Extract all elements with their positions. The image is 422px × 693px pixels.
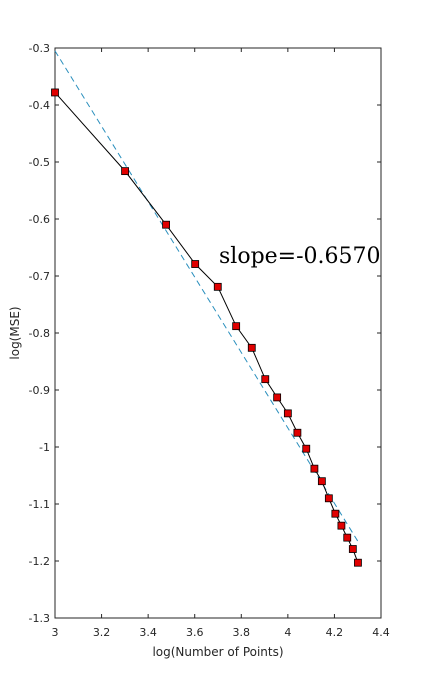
slope-annotation: slope=-0.6570 (219, 244, 381, 269)
y-tick-label: -1 (39, 441, 50, 454)
data-point-marker (310, 464, 319, 473)
x-tick-label: 4.2 (326, 626, 344, 639)
data-point-marker (213, 282, 222, 291)
x-axis: 3 3.2 3.4 3.6 3.8 4 4.2 4.4 (52, 48, 390, 639)
x-axis-title: log(Number of Points) (152, 645, 283, 659)
data-point-marker (337, 521, 346, 530)
data-point-marker (232, 322, 241, 331)
marker-layer (51, 88, 362, 567)
data-point-marker (121, 167, 129, 176)
data-point-marker (261, 375, 270, 384)
x-tick-label: 4 (284, 626, 291, 639)
data-point-marker (51, 88, 59, 97)
data-point-marker (273, 393, 282, 402)
data-point-marker (324, 494, 333, 503)
y-tick-label: -0.9 (29, 384, 50, 397)
data-point-marker (343, 533, 352, 542)
data-point-marker (162, 220, 170, 229)
data-point-marker (293, 428, 302, 437)
x-tick-label: 3.8 (233, 626, 251, 639)
x-tick-label: 3.2 (93, 626, 111, 639)
y-tick-label: -0.8 (29, 327, 50, 340)
x-tick-label: 4.4 (372, 626, 390, 639)
data-point-marker (302, 444, 311, 453)
x-tick-label: 3 (52, 626, 59, 639)
x-tick-label: 3.4 (139, 626, 157, 639)
fit-line (54, 50, 359, 542)
data-point-marker (317, 477, 326, 486)
y-tick-label: -0.6 (29, 213, 50, 226)
y-tick-label: -0.3 (29, 42, 50, 55)
y-tick-label: -0.7 (29, 270, 50, 283)
y-tick-label: -1.1 (29, 498, 50, 511)
data-point-marker (354, 558, 362, 567)
data-point-marker (191, 260, 200, 268)
data-point-marker (331, 509, 340, 518)
y-tick-label: -0.5 (29, 156, 50, 169)
y-axis-title: log(MSE) (8, 306, 22, 359)
data-point-marker (348, 545, 357, 553)
y-tick-label: -1.3 (29, 612, 50, 625)
y-tick-label: -0.4 (29, 99, 50, 112)
x-tick-label: 3.6 (186, 626, 204, 639)
y-tick-label: -1.2 (29, 555, 50, 568)
y-axis: -0.3 -0.4 -0.5 -0.6 -0.7 -0.8 -0.9 -1 -1.1 -1.2 -1… (29, 42, 381, 625)
data-point-marker (283, 409, 292, 418)
plot-area (54, 47, 382, 619)
data-point-marker (247, 343, 256, 352)
